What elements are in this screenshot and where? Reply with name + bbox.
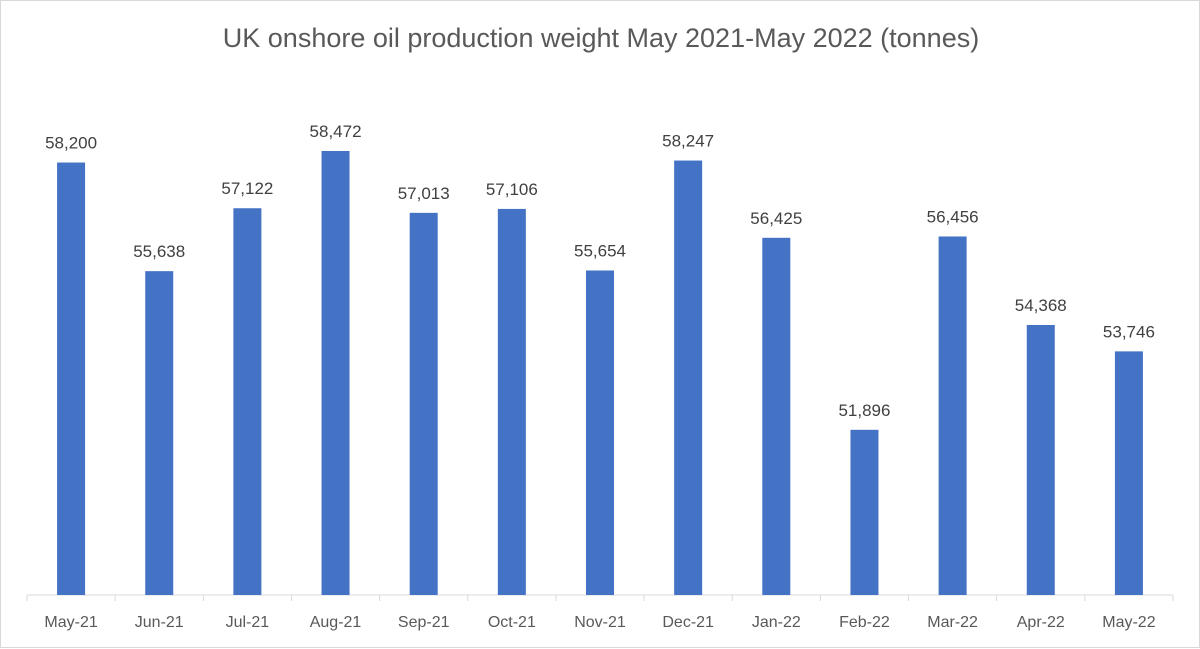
x-tick-label: Oct-21 — [488, 614, 536, 631]
data-label: 53,746 — [1103, 322, 1155, 341]
bar-apr-22 — [1026, 325, 1055, 595]
bar-oct-21 — [497, 208, 526, 595]
bar-sep-21 — [409, 212, 438, 596]
x-tick-label: Mar-22 — [927, 614, 978, 631]
bar-may-22 — [1114, 351, 1143, 595]
bar-feb-22 — [850, 429, 879, 595]
data-label: 58,472 — [310, 122, 362, 141]
data-label: 58,200 — [45, 134, 97, 153]
bar-nov-21 — [586, 270, 614, 595]
bar-mar-22 — [938, 236, 967, 595]
x-tick-label: Nov-21 — [574, 614, 626, 631]
data-label: 56,456 — [927, 207, 979, 226]
data-label: 57,013 — [398, 184, 450, 203]
bar-jul-21 — [233, 208, 262, 595]
bar-aug-21 — [321, 151, 350, 595]
x-tick-label: Jun-21 — [135, 614, 184, 631]
bar-jan-22 — [762, 237, 791, 596]
x-tick-label: May-22 — [1102, 614, 1155, 631]
x-tick-label: Sep-21 — [398, 614, 450, 631]
x-tick-label: Jul-21 — [226, 614, 270, 631]
x-tick-label: May-21 — [44, 614, 97, 631]
chart-title: UK onshore oil production weight May 202… — [222, 23, 980, 53]
data-label: 57,106 — [486, 180, 538, 199]
x-tick-label: Aug-21 — [310, 614, 362, 631]
x-tick-label: Jan-22 — [752, 614, 801, 631]
data-label: 57,122 — [221, 179, 273, 198]
x-tick-label: Feb-22 — [839, 614, 890, 631]
x-tick-label: Apr-22 — [1017, 614, 1065, 631]
data-label: 51,896 — [838, 401, 890, 420]
bar-jun-21 — [145, 271, 174, 595]
data-label: 58,247 — [662, 132, 714, 151]
data-label: 56,425 — [750, 209, 802, 228]
x-tick-label: Dec-21 — [662, 614, 714, 631]
data-label: 54,368 — [1015, 296, 1067, 315]
bar-may-21 — [57, 162, 86, 595]
bar-dec-21 — [674, 160, 703, 595]
data-label: 55,654 — [574, 241, 626, 260]
data-label: 55,638 — [133, 242, 185, 261]
